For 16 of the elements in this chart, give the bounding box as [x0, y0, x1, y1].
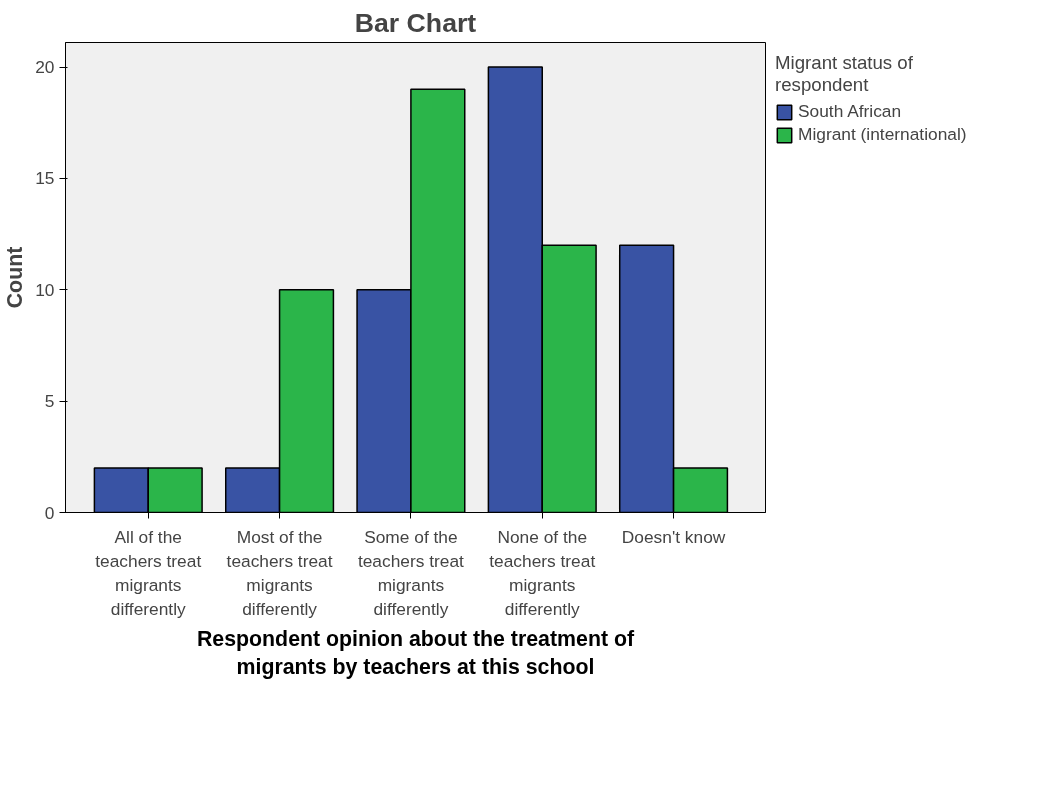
- legend-label: Migrant (international): [798, 124, 967, 145]
- y-tick-label: 15: [35, 168, 55, 189]
- chart-title: Bar Chart: [354, 7, 477, 38]
- y-tick-label: 20: [35, 57, 55, 77]
- x-tick-label: Some of the teachers treat migrants differently: [357, 526, 465, 619]
- y-tick-label: 0: [44, 502, 55, 523]
- legend-title: Migrant status of respondent: [775, 52, 914, 96]
- y-tick-label: 10: [35, 279, 55, 300]
- y-axis-title: Count: [3, 246, 28, 309]
- x-axis-title: Respondent opinion about the treatment of migrants by teachers at this school: [196, 626, 635, 680]
- x-tick-label: Most of the teachers treat migrants differently: [226, 526, 333, 619]
- x-tick-label: All of the teachers treat migrants differently: [95, 526, 202, 619]
- legend-label: South African: [798, 101, 902, 122]
- y-tick-label: 5: [44, 391, 55, 412]
- x-tick-label: Doesn't know: [621, 526, 726, 547]
- x-tick-label: None of the teachers treat migrants differently: [489, 526, 596, 619]
